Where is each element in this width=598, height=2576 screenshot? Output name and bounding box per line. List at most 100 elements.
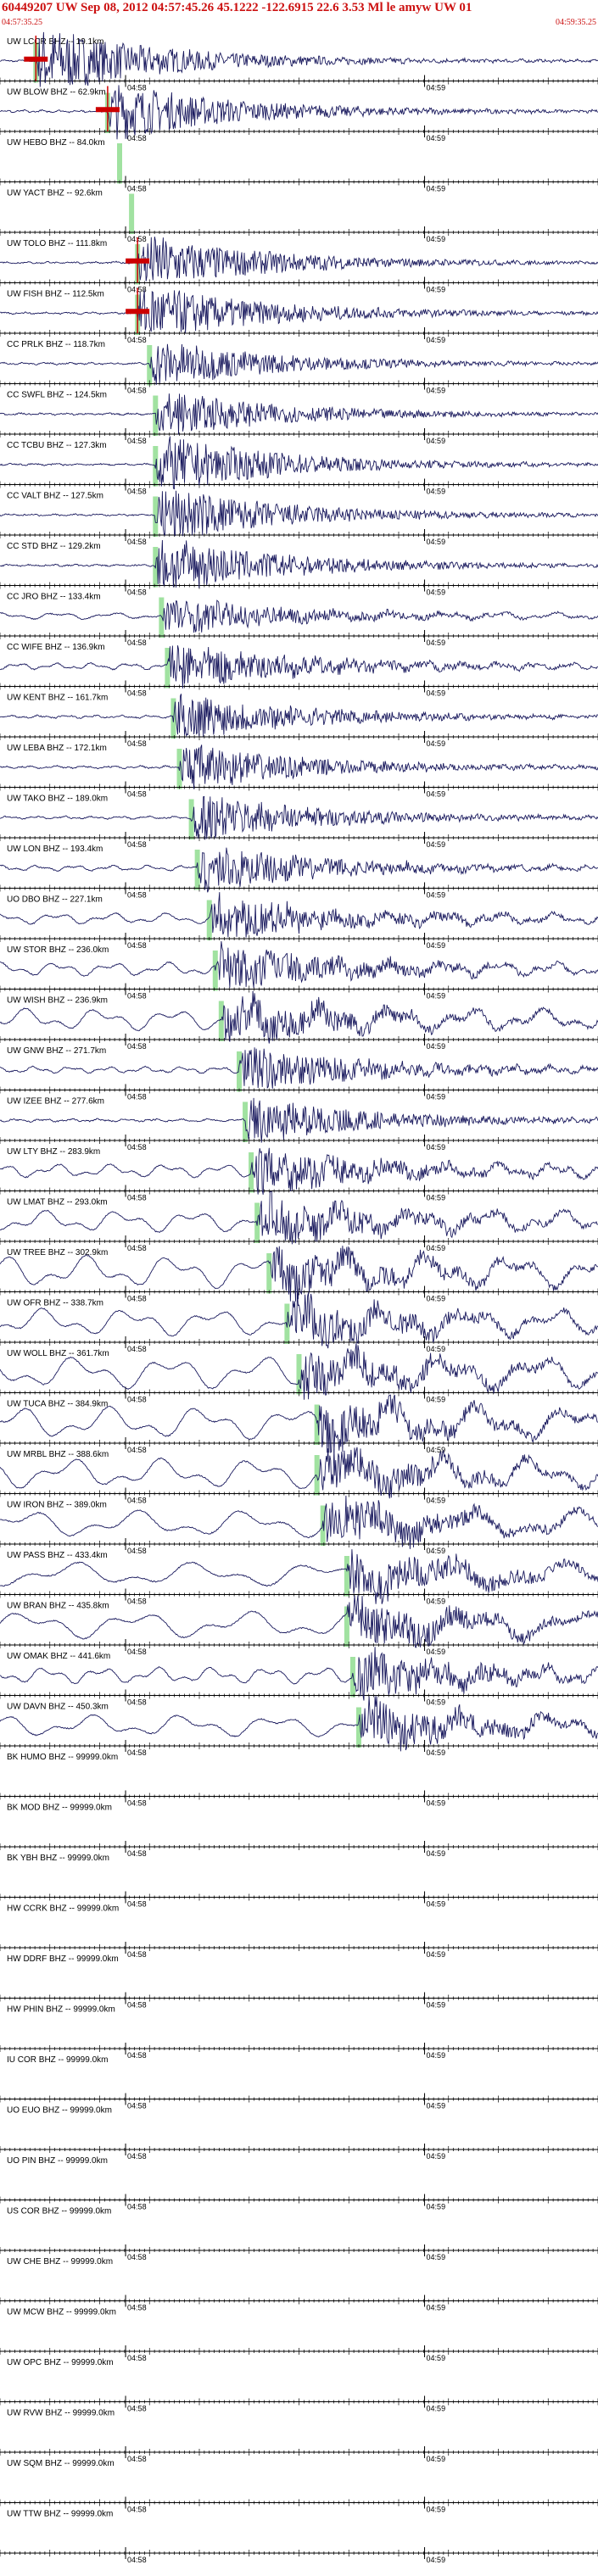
minute-tick-label: 04:58 bbox=[127, 891, 147, 900]
station-label: CC STD BHZ -- 129.2km bbox=[7, 542, 101, 551]
waveform-trace bbox=[0, 1394, 598, 1453]
station-label: UW IRON BHZ -- 389.0km bbox=[7, 1501, 107, 1510]
minute-tick-label: 04:58 bbox=[127, 1396, 147, 1404]
station-label: UW LCCR BHZ -- 19.1km bbox=[7, 37, 103, 47]
arrival-marker bbox=[218, 1001, 224, 1041]
station-label: CC TCBU BHZ -- 127.3km bbox=[7, 441, 107, 450]
station-label: UW WOLL BHZ -- 361.7km bbox=[7, 1349, 109, 1358]
minute-tick-label: 04:59 bbox=[427, 1093, 446, 1101]
minute-tick-label: 04:59 bbox=[427, 1295, 446, 1303]
minute-tick-label: 04:58 bbox=[127, 488, 147, 496]
minute-tick-label: 04:58 bbox=[127, 1950, 147, 1959]
minute-tick-label: 04:59 bbox=[427, 1396, 446, 1404]
waveform-trace bbox=[0, 1097, 598, 1143]
minute-tick-label: 04:59 bbox=[427, 538, 446, 546]
minute-tick-label: 04:58 bbox=[127, 1799, 147, 1808]
minute-tick-label: 04:58 bbox=[127, 1143, 147, 1151]
waveform-trace bbox=[0, 694, 598, 738]
minute-tick-label: 04:59 bbox=[427, 1748, 446, 1757]
waveform-trace bbox=[0, 1595, 598, 1648]
station-label: UW DAVN BHZ -- 450.3km bbox=[7, 1703, 109, 1712]
minute-tick-label: 04:58 bbox=[127, 235, 147, 243]
station-label: UW PASS BHZ -- 433.4km bbox=[7, 1551, 108, 1560]
minute-tick-label: 04:58 bbox=[127, 638, 147, 647]
waveform-trace bbox=[0, 645, 598, 689]
minute-tick-label: 04:59 bbox=[427, 185, 446, 193]
minute-tick-label: 04:59 bbox=[427, 1900, 446, 1909]
arrival-marker bbox=[314, 1455, 320, 1496]
minute-tick-label: 04:59 bbox=[427, 235, 446, 243]
station-label: UW TREE BHZ -- 302.9km bbox=[7, 1248, 108, 1257]
arrival-marker bbox=[153, 496, 159, 537]
station-label: UO DBO BHZ -- 227.1km bbox=[7, 895, 103, 905]
arrival-marker bbox=[249, 1152, 254, 1193]
station-label: UW TOLO BHZ -- 111.8km bbox=[7, 239, 107, 248]
waveform-trace bbox=[0, 599, 598, 633]
minute-tick-label: 04:58 bbox=[127, 1597, 147, 1606]
station-label: UW LMAT BHZ -- 293.0km bbox=[7, 1198, 108, 1207]
minute-tick-label: 04:59 bbox=[427, 588, 446, 597]
waveform-trace bbox=[0, 436, 598, 490]
waveform-trace bbox=[0, 847, 598, 893]
station-label: UW KENT BHZ -- 161.7km bbox=[7, 694, 108, 703]
station-label: UW LTY BHZ -- 283.9km bbox=[7, 1147, 100, 1157]
station-label: CC PRLK BHZ -- 118.7km bbox=[7, 340, 105, 349]
arrival-marker bbox=[188, 799, 194, 839]
waveform-trace bbox=[0, 1246, 598, 1302]
waveform-trace bbox=[0, 31, 598, 87]
station-label: UW HEBO BHZ -- 84.0km bbox=[7, 138, 105, 148]
minute-tick-label: 04:59 bbox=[427, 1547, 446, 1555]
arrival-marker bbox=[314, 1404, 320, 1445]
station-label: UW OMAK BHZ -- 441.6km bbox=[7, 1652, 110, 1661]
waveform-trace bbox=[0, 892, 598, 938]
arrival-marker bbox=[320, 1505, 326, 1546]
record-header: 60449207 UW Sep 08, 2012 04:57:45.26 45.… bbox=[0, 0, 598, 34]
minute-tick-label: 04:58 bbox=[127, 1093, 147, 1101]
minute-tick-label: 04:59 bbox=[427, 1143, 446, 1151]
minute-tick-label: 04:58 bbox=[127, 588, 147, 597]
waveform-trace bbox=[0, 1495, 598, 1549]
minute-tick-label: 04:59 bbox=[427, 1244, 446, 1252]
arrival-marker bbox=[129, 193, 135, 234]
station-label: CC WIFE BHZ -- 136.9km bbox=[7, 643, 105, 652]
minute-tick-label: 04:58 bbox=[127, 1698, 147, 1707]
minute-tick-label: 04:58 bbox=[127, 790, 147, 799]
arrival-marker bbox=[212, 951, 218, 991]
minute-tick-label: 04:59 bbox=[427, 1799, 446, 1808]
minute-tick-label: 04:59 bbox=[427, 638, 446, 647]
station-label: CC SWFL BHZ -- 124.5km bbox=[7, 391, 107, 400]
station-label: CC VALT BHZ -- 127.5km bbox=[7, 492, 103, 501]
arrival-marker bbox=[206, 900, 212, 940]
minute-tick-label: 04:59 bbox=[427, 941, 446, 950]
waveform-trace bbox=[0, 1447, 598, 1499]
minute-tick-label: 04:58 bbox=[127, 336, 147, 344]
waveform-trace bbox=[0, 490, 598, 537]
station-label: UW TAKO BHZ -- 189.0km bbox=[7, 795, 108, 804]
minute-tick-label: 04:59 bbox=[427, 1042, 446, 1051]
minute-tick-label: 04:58 bbox=[127, 941, 147, 950]
station-label: UW WISH BHZ -- 236.9km bbox=[7, 996, 108, 1006]
minute-tick-label: 04:59 bbox=[427, 739, 446, 748]
minute-tick-label: 04:58 bbox=[127, 1042, 147, 1051]
waveform-trace bbox=[0, 289, 598, 333]
minute-tick-label: 04:58 bbox=[127, 84, 147, 92]
arrival-marker bbox=[266, 1253, 272, 1294]
minute-tick-label: 04:58 bbox=[127, 840, 147, 849]
minute-tick-label: 04:59 bbox=[427, 488, 446, 496]
station-label: UW BLOW BHZ -- 62.9km bbox=[7, 88, 106, 98]
minute-tick-label: 04:58 bbox=[127, 689, 147, 698]
waveform-trace bbox=[0, 940, 598, 989]
minute-tick-label: 04:59 bbox=[427, 992, 446, 1001]
station-label: UW YACT BHZ -- 92.6km bbox=[7, 189, 103, 198]
station-label: BK YBH BHZ -- 99999.0km bbox=[7, 1854, 109, 1863]
station-label: UW LON BHZ -- 193.4km bbox=[7, 845, 103, 854]
station-label: BK HUMO BHZ -- 99999.0km bbox=[7, 1753, 118, 1762]
minute-tick-label: 04:58 bbox=[127, 739, 147, 748]
window-end-time: 04:59:35.25 bbox=[556, 18, 596, 27]
minute-tick-label: 04:59 bbox=[427, 437, 446, 445]
station-label: UW MRBL BHZ -- 388.6km bbox=[7, 1450, 109, 1459]
arrival-marker bbox=[165, 648, 170, 689]
minute-tick-label: 04:59 bbox=[427, 790, 446, 799]
event-title: 60449207 UW Sep 08, 2012 04:57:45.26 45.… bbox=[2, 1, 472, 15]
